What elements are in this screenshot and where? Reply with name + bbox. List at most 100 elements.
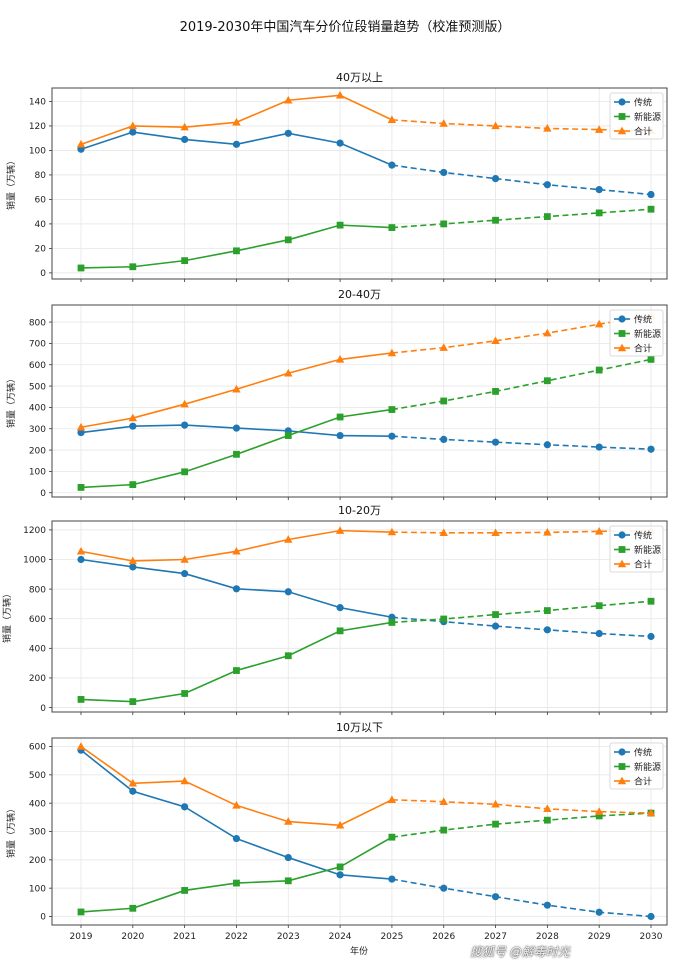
data-point-新能源-2025 (388, 833, 396, 841)
data-point-合计-2025 (387, 527, 397, 536)
data-point-新能源-2020 (129, 904, 137, 912)
data-point-新能源-2028 (543, 816, 551, 824)
legend-label-合计: 合计 (634, 342, 652, 354)
y-tick-label: 200 (29, 674, 46, 684)
data-point-新能源-2020 (129, 263, 137, 271)
data-point-新能源-2024 (336, 627, 344, 635)
data-point-新能源-2025 (388, 224, 396, 231)
data-point-传统-2019 (77, 428, 85, 437)
data-point-新能源-2019 (77, 908, 85, 916)
y-tick-label: 400 (29, 799, 46, 809)
data-point-合计-2021 (180, 122, 189, 131)
data-point-新能源-2023 (284, 432, 292, 439)
data-point-合计-2022 (232, 117, 241, 126)
data-point-新能源-2020 (129, 698, 137, 706)
data-point-新能源-2020 (129, 481, 137, 489)
x-tick-label: 2024 (329, 932, 352, 942)
data-point-传统-2021 (181, 569, 189, 578)
x-tick-label: 2027 (484, 932, 507, 942)
data-point-合计-2022 (232, 801, 241, 809)
x-tick-label: 2029 (588, 932, 611, 942)
data-point-合计-2021 (180, 399, 189, 408)
x-tick-label: 2019 (70, 932, 93, 942)
legend-marker-新能源 (618, 330, 626, 337)
data-point-合计-2027 (491, 799, 500, 808)
data-point-新能源-2027 (492, 611, 499, 618)
data-point-合计-2022 (232, 546, 241, 555)
data-point-传统-2021 (181, 135, 189, 144)
y-tick-label: 100 (29, 147, 46, 157)
data-point-新能源-2026 (440, 615, 448, 623)
data-point-传统-2029 (595, 186, 603, 194)
y-tick-label: 140 (29, 98, 46, 108)
legend-marker-传统 (618, 98, 626, 106)
data-point-合计-2020 (128, 778, 138, 787)
series-line-forecast-合计 (391, 314, 652, 354)
data-point-传统-2020 (129, 787, 137, 795)
panel-4: 0 100 200 300 400 500 600 2019 2020 2021 2022 2023 2… (29, 737, 668, 942)
data-point-合计-2019 (76, 742, 86, 750)
series-line-forecast-合计 (391, 119, 652, 132)
y-axis-label-panel-4: 销量（万辆） (5, 804, 17, 858)
y-tick-label: 120 (29, 122, 46, 132)
legend-label-新能源: 新能源 (634, 761, 661, 773)
data-point-新能源-2019 (77, 484, 85, 491)
legend-marker-合计 (617, 776, 627, 785)
data-point-新能源-2027 (492, 216, 499, 224)
data-point-新能源-2022 (233, 247, 240, 255)
data-point-传统-2021 (181, 803, 189, 811)
data-point-合计-2019 (76, 139, 86, 148)
y-tick-label: 600 (29, 361, 46, 371)
data-point-合计-2025 (387, 115, 397, 124)
data-point-传统-2024 (336, 431, 344, 440)
y-axis-label-panel-3: 销量（万辆） (1, 589, 13, 643)
panel-title-20-40w: 20-40万 (338, 288, 381, 301)
data-point-合计-2023 (284, 368, 293, 377)
y-tick-label: 0 (40, 913, 46, 923)
legend-label-新能源: 新能源 (634, 544, 661, 556)
data-point-新能源-2026 (440, 826, 448, 834)
legend-marker-新能源 (618, 113, 626, 120)
data-point-传统-2024 (336, 871, 344, 879)
data-point-新能源-2023 (284, 877, 292, 885)
data-point-新能源-2019 (77, 264, 85, 272)
x-tick-label: 2021 (173, 932, 196, 942)
data-point-合计-2023 (284, 535, 293, 543)
legend-marker-传统 (618, 315, 626, 323)
data-point-传统-2025 (388, 432, 396, 440)
data-point-传统-2020 (129, 422, 137, 430)
legend-label-合计: 合计 (634, 775, 652, 787)
data-point-合计-2026 (439, 797, 448, 805)
data-point-新能源-2028 (543, 607, 551, 614)
data-point-合计-2029 (594, 807, 604, 815)
data-point-传统-2026 (440, 884, 448, 892)
y-tick-label: 300 (29, 828, 46, 838)
data-point-合计-2026 (439, 528, 448, 537)
series-line-forecast-新能源 (391, 812, 652, 838)
data-point-合计-2028 (543, 804, 552, 813)
y-tick-label: 1000 (23, 556, 46, 566)
watermark: 搜狐号 @解毒时光 (470, 945, 570, 959)
data-point-传统-2021 (181, 421, 189, 429)
data-point-新能源-2023 (284, 652, 292, 660)
y-tick-label: 500 (29, 382, 46, 392)
axes-frame (51, 87, 668, 280)
data-point-新能源-2023 (284, 236, 292, 244)
series-line-forecast-传统 (391, 878, 652, 918)
y-tick-label: 0 (40, 489, 46, 499)
series-group (76, 742, 656, 921)
panel-title-40w-plus: 40万以上 (336, 71, 383, 84)
data-point-新能源-2026 (440, 397, 448, 405)
legend-marker-合计 (617, 559, 627, 568)
x-tick-label: 2022 (225, 932, 248, 942)
data-point-新能源-2019 (77, 696, 85, 703)
data-point-传统-2020 (129, 563, 137, 571)
legend-marker-新能源 (618, 763, 626, 770)
y-tick-label: 700 (29, 340, 46, 350)
x-axis-label: 年份 (349, 947, 368, 957)
